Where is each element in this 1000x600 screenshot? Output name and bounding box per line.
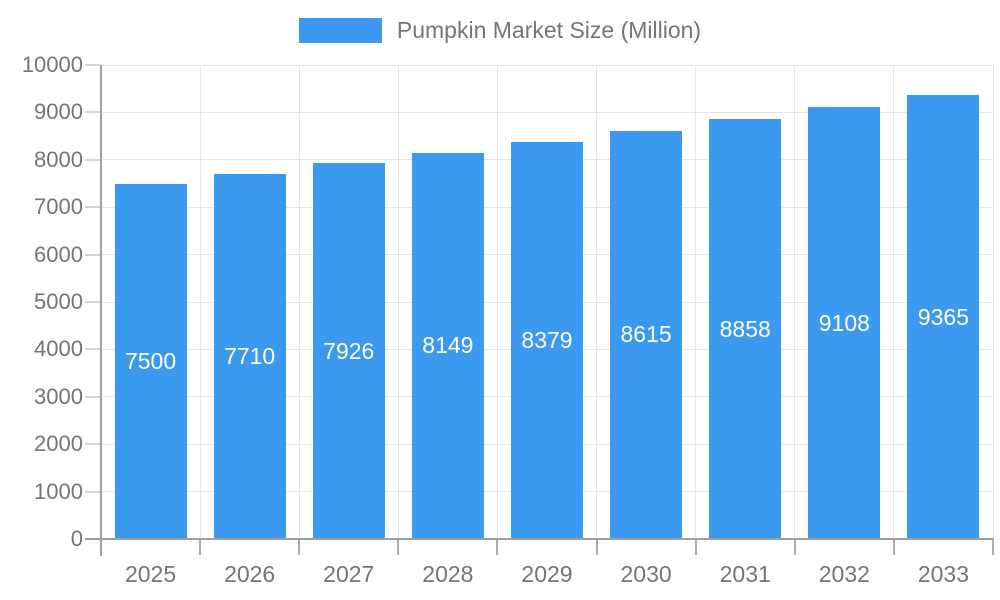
y-axis-label: 0 <box>70 526 83 551</box>
y-axis-line <box>100 65 102 556</box>
y-axis-tick <box>85 158 101 161</box>
y-axis-label: 2000 <box>34 431 83 457</box>
y-axis-label: 6000 <box>34 241 83 267</box>
bar-2027-text: 7926 <box>323 337 375 364</box>
bar-2029-text: 8379 <box>521 326 573 353</box>
x-axis-tick <box>595 538 598 555</box>
x-axis-tick <box>397 538 400 555</box>
x-axis-label: 2026 <box>224 561 276 587</box>
legend[interactable]: Pumpkin Market Size (Million) <box>0 14 1000 46</box>
bar-2026-text: 7710 <box>224 342 276 369</box>
x-axis-tick <box>992 538 994 555</box>
y-axis-label: 8000 <box>34 146 83 172</box>
y-axis-tick <box>85 443 101 446</box>
x-axis-label: 2032 <box>818 561 870 587</box>
legend-label: Pumpkin Market Size (Million) <box>396 16 702 43</box>
x-axis-line <box>85 538 993 540</box>
bar-2031[interactable]: 8858 <box>709 119 782 539</box>
y-axis-tick <box>85 111 101 114</box>
bar-2033-text: 9365 <box>917 303 970 330</box>
y-axis-label: 9000 <box>34 99 83 125</box>
x-gridline <box>199 65 201 539</box>
y-gridline <box>101 111 993 113</box>
x-axis-label: 2031 <box>719 561 771 587</box>
bar-2030-text: 8615 <box>620 321 672 348</box>
y-axis-label: 5000 <box>34 289 83 314</box>
bar-2026[interactable]: 7710 <box>213 173 286 539</box>
x-gridline <box>992 65 994 539</box>
bar-2025[interactable]: 7500 <box>114 183 187 539</box>
x-axis-tick <box>199 538 202 555</box>
x-axis-label: 2033 <box>917 561 970 587</box>
y-axis-tick <box>85 301 101 303</box>
x-axis-label: 2027 <box>323 561 375 587</box>
bar-2028[interactable]: 8149 <box>411 152 484 539</box>
x-axis-tick <box>892 538 895 555</box>
x-axis-tick <box>694 538 697 555</box>
bar-2029[interactable]: 8379 <box>511 141 583 539</box>
y-axis-tick <box>85 490 101 493</box>
y-axis-tick <box>85 253 101 256</box>
y-axis-label: 7000 <box>34 194 83 220</box>
y-axis-label: 1000 <box>34 478 83 504</box>
bar-2031-text: 8858 <box>719 315 771 342</box>
x-gridline <box>298 65 300 539</box>
bar-2030[interactable]: 8615 <box>610 130 683 539</box>
y-axis-tick <box>85 395 101 398</box>
x-axis-tick <box>298 538 301 555</box>
y-axis-tick <box>85 206 101 209</box>
y-axis-label: 4000 <box>34 336 83 362</box>
bar-2027[interactable]: 7926 <box>312 163 385 539</box>
y-axis-label: 3000 <box>34 383 83 409</box>
x-gridline <box>397 65 399 539</box>
y-axis-tick <box>85 348 101 351</box>
y-axis-label: 10000 <box>21 52 83 77</box>
x-gridline <box>794 65 796 539</box>
x-axis-label: 2025 <box>124 561 177 587</box>
x-axis-tick <box>496 538 499 555</box>
x-axis-tick <box>793 538 796 555</box>
y-gridline <box>101 64 993 66</box>
legend-swatch-icon <box>298 17 382 43</box>
y-axis-tick <box>85 64 101 66</box>
bar-2025-text: 7500 <box>124 347 177 374</box>
x-axis-label: 2028 <box>422 561 474 587</box>
bar-2032-text: 9108 <box>818 309 870 336</box>
x-gridline <box>596 65 598 539</box>
bar-2033[interactable]: 9365 <box>907 95 980 539</box>
x-axis-label: 2030 <box>620 561 672 587</box>
x-axis-label: 2029 <box>521 561 573 587</box>
bar-2032[interactable]: 9108 <box>808 107 881 539</box>
x-gridline <box>893 65 895 539</box>
x-gridline <box>695 65 697 539</box>
x-gridline <box>496 65 498 539</box>
bar-2028-text: 8149 <box>422 332 474 359</box>
